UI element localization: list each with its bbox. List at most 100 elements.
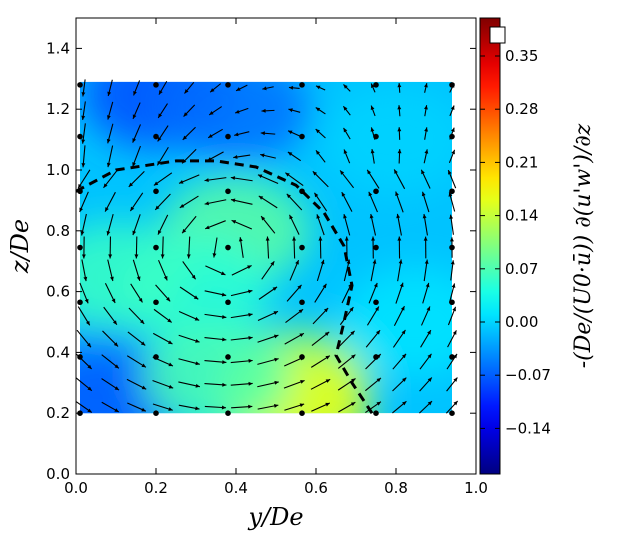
quiver-arrowhead [195,361,200,366]
quiver-arrowhead [107,91,112,97]
quiver-arrowhead [376,401,381,406]
measurement-point [373,299,379,306]
quiver-arrowhead [204,201,210,206]
quiver-arrowhead [324,331,330,336]
quiver-arrowhead [106,138,111,144]
quiver-arrowhead [350,330,355,336]
colorbar-tick-label: 0.35 [505,47,538,65]
quiver-arrowhead [112,320,117,325]
quiver-arrowhead [314,192,319,198]
quiver-arrowhead [452,306,456,312]
quiver-arrowhead [248,335,253,340]
quiver-arrowhead [114,364,119,369]
quiver-arrowhead [81,115,86,120]
quiver-arrowhead [234,132,239,137]
quiver-arrowhead [397,236,402,241]
quiver-arrowhead [369,213,374,219]
quiver-arrowhead [450,260,455,265]
quiver-arrowhead [426,306,431,311]
quiver-arrowhead [295,260,299,265]
quiver-arrowhead [325,355,330,360]
quiver-arrowhead [396,213,401,219]
colorbar-label: -(De/(U0·ū)) ∂(u'w')/∂z [571,123,596,368]
quiver-arrowhead [273,311,279,315]
quiver-arrowhead [292,236,297,241]
quiver-arrowhead [452,330,457,335]
quiver-arrowhead [397,127,402,132]
quiver-arrowhead [424,105,428,110]
quiver-arrowhead [421,169,425,175]
measurement-point [225,410,231,417]
quiver-arrowhead [230,176,236,181]
measurement-point [449,133,455,140]
quiver-arrowhead [222,314,227,319]
colorbar-tick-label: 0.07 [505,260,538,278]
dashed-boundary [75,159,374,415]
quiver-arrowhead [312,171,318,176]
quiver-arrowhead [81,92,86,97]
x-axis: 0.0 0.2 0.4 0.6 0.8 1.0 [64,18,488,497]
quiver-arrowhead [427,377,432,382]
quiver-arrowhead [260,153,265,158]
measurement-point [299,82,305,88]
quiver-arrowhead [136,276,141,281]
quiver-arrowhead [343,84,348,89]
quiver-arrowhead [210,88,215,93]
quiver-arrowhead [153,181,159,186]
quiver-arrowhead [370,105,375,110]
x-tick-label: 0.6 [304,479,328,497]
quiver-arrowhead [427,330,431,335]
quiver-arrowhead [401,329,406,335]
quiver-arrowhead [222,337,227,342]
colorbar-ticks: −0.14 −0.07 0.00 0.07 0.14 0.21 0.28 0.35 [480,47,551,437]
quiver-arrowhead [401,353,407,359]
quiver-arrowhead [107,115,111,120]
quiver-arrowhead [343,214,347,219]
quiver-arrowhead [424,259,429,264]
y-tick-label: 0.6 [46,283,70,301]
quiver-arrowhead [105,207,109,212]
quiver-arrowhead [81,254,86,259]
quiver-arrowhead [248,312,253,317]
quiver-arrowhead [193,295,199,300]
quiver-arrowhead [248,381,253,386]
quiver-arrowhead [260,131,265,136]
y-tick-label: 1.0 [46,161,70,179]
quiver-arrowhead [265,236,270,241]
quiver-arrowhead [285,172,290,177]
measurement-points [77,82,455,417]
colorbar-tick-label: −0.07 [505,366,551,384]
quiver-arrowhead [315,85,321,90]
quiver-arrowhead [350,402,356,406]
quiver-arrowhead [450,127,455,133]
quiver-arrowhead [344,236,349,241]
quiver-arrowhead [368,191,373,197]
measurement-point [77,82,83,88]
quiver-arrowhead [194,316,200,321]
quiver-arrowhead [288,130,293,135]
quiver-arrowhead [138,297,143,303]
colorbar-tick-label: 0.14 [505,207,538,225]
quiver-arrowhead [114,386,120,391]
quiver-arrowhead [451,283,456,288]
quiver-arrowhead [351,378,356,383]
measurement-point [153,410,159,417]
quiver-arrowhead [270,261,275,266]
measurement-point [153,82,159,88]
quiver-arrowhead [272,286,278,291]
quiver-arrowhead [132,162,136,167]
quiver-arrowhead [402,377,407,382]
quiver-arrowhead [113,342,119,347]
quiver-arrowhead [273,403,279,408]
quiver-arrowhead [424,149,429,154]
measurement-point [299,299,305,306]
quiver-arrowhead [424,83,428,88]
quiver-arrowhead [87,408,92,413]
quiver-arrowhead [367,169,372,175]
quiver-arrowhead [167,318,172,323]
quiver-arrowhead [236,87,241,91]
quiver-arrowhead [209,111,214,115]
quiver-arrowhead [323,307,329,313]
quiver-arrowhead [261,216,266,221]
